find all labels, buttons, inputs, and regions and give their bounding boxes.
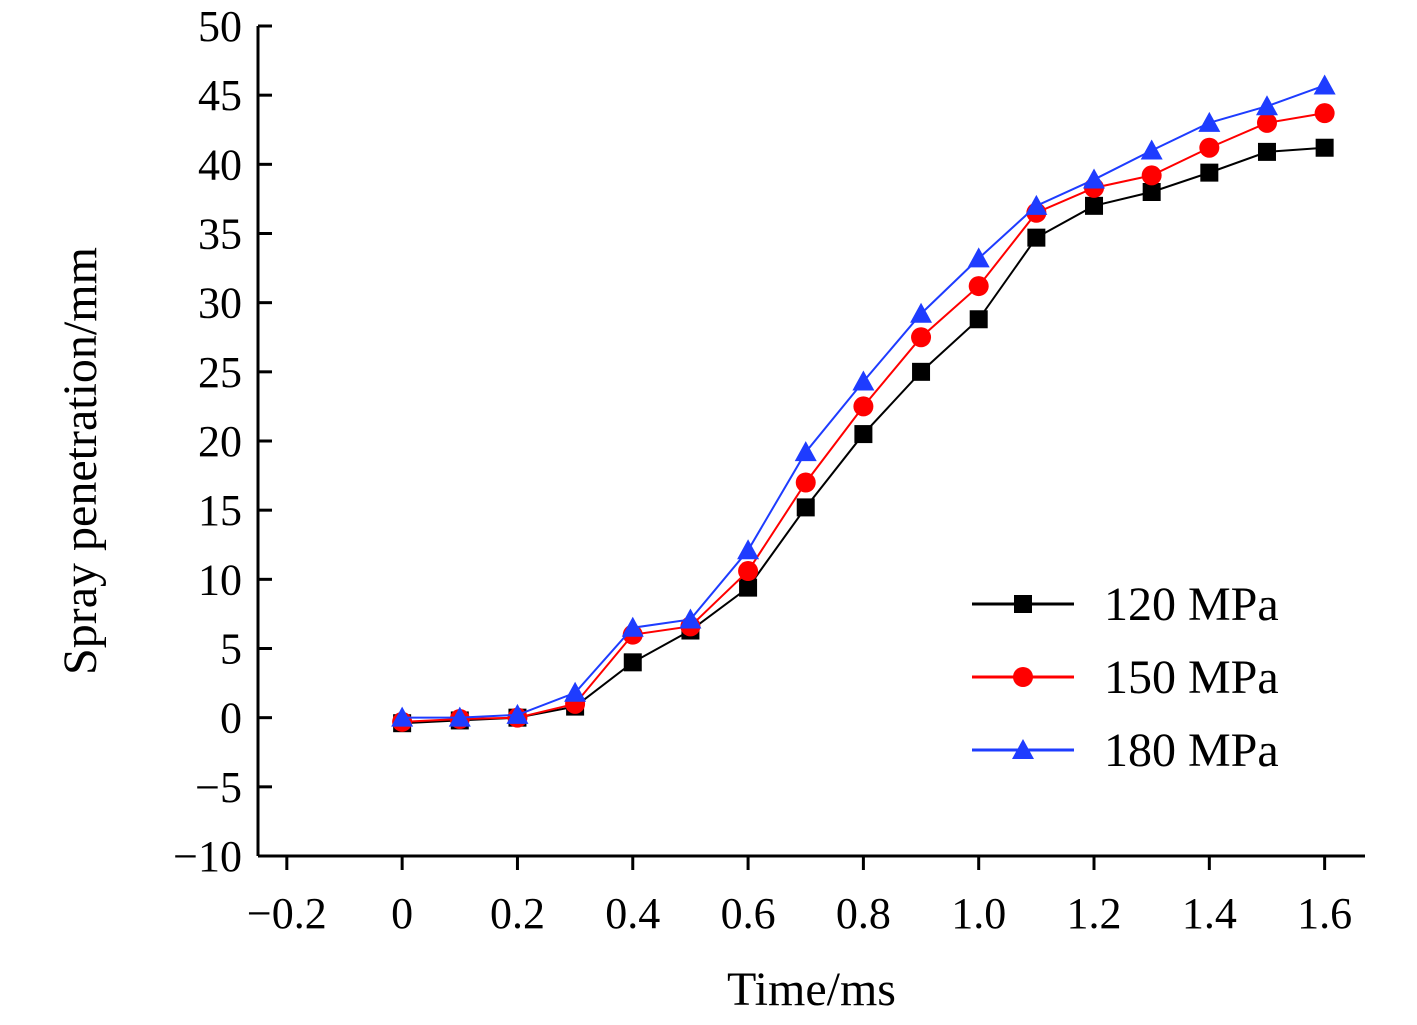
- data-point: [1255, 95, 1278, 116]
- x-tick-label: 0.4: [605, 889, 660, 938]
- y-tick-label: 40: [198, 140, 242, 189]
- series-1: [392, 103, 1335, 732]
- legend-marker: [1014, 595, 1032, 613]
- legend-marker: [1012, 739, 1034, 759]
- data-point: [1257, 142, 1276, 161]
- x-tick-label: 0: [391, 889, 413, 938]
- x-tick-label: 1.0: [951, 889, 1006, 938]
- y-tick-label: 25: [198, 348, 242, 397]
- data-point: [1140, 139, 1163, 160]
- data-point: [912, 362, 931, 381]
- x-axis-ticks: −0.2 0 0.2 0.4 0.6 0.8 1.0 1.2 1.4 1.6: [247, 856, 1352, 938]
- y-tick-label: −5: [195, 763, 242, 812]
- y-tick-label: 45: [198, 71, 242, 120]
- data-point: [796, 498, 815, 517]
- data-point: [737, 539, 760, 560]
- data-point: [795, 472, 816, 493]
- y-tick-label: 35: [198, 210, 242, 259]
- y-tick-label: 15: [198, 486, 242, 535]
- x-tick-label: 1.2: [1067, 889, 1122, 938]
- series-layer: [391, 74, 1336, 733]
- x-tick-label: 0.2: [490, 889, 545, 938]
- data-point: [1142, 183, 1161, 201]
- data-point: [1256, 112, 1277, 133]
- data-point: [794, 441, 817, 462]
- y-tick-label: 10: [198, 555, 242, 604]
- data-point: [910, 302, 933, 323]
- data-point: [1141, 165, 1162, 186]
- data-point: [506, 703, 529, 724]
- legend-item: 120 MPa: [972, 578, 1279, 631]
- legend: 120 MPa 150 MPa 180 MPa: [972, 578, 1279, 777]
- data-point: [623, 653, 642, 672]
- y-tick-label: 50: [198, 2, 242, 51]
- legend-item: 150 MPa: [972, 651, 1279, 704]
- legend-label: 120 MPa: [1104, 578, 1279, 631]
- data-point: [1198, 111, 1221, 132]
- data-point: [1027, 228, 1046, 247]
- data-point: [968, 276, 989, 297]
- data-point: [1315, 138, 1334, 157]
- data-point: [739, 578, 758, 597]
- y-tick-label: 0: [220, 694, 242, 743]
- data-point: [1313, 74, 1336, 95]
- data-point: [738, 561, 759, 582]
- data-point: [621, 616, 644, 637]
- x-axis-title: Time/ms: [727, 963, 896, 1016]
- data-point: [448, 706, 471, 727]
- data-point: [911, 327, 932, 348]
- y-tick-label: 30: [198, 279, 242, 328]
- y-tick-label: −10: [173, 832, 242, 881]
- data-point: [564, 681, 587, 702]
- legend-item: 180 MPa: [972, 724, 1279, 777]
- data-point: [1085, 196, 1104, 215]
- data-point: [854, 425, 873, 444]
- data-point: [853, 396, 874, 417]
- x-tick-label: −0.2: [247, 889, 327, 938]
- y-axis-title: Spray penetration/mm: [54, 247, 107, 675]
- y-axis-ticks: −10 −5 0 5 10 15 20 25 30 35 40 45 50: [173, 2, 272, 881]
- data-point: [852, 370, 875, 391]
- data-point: [967, 247, 990, 268]
- y-tick-label: 20: [198, 417, 242, 466]
- x-tick-label: 0.6: [721, 889, 776, 938]
- data-point: [1200, 163, 1219, 182]
- axes: −0.2 0 0.2 0.4 0.6 0.8 1.0 1.2 1.4 1.6 −10 −5 0 5 10 1…: [173, 2, 1365, 938]
- data-point: [1314, 103, 1335, 124]
- x-tick-label: 1.6: [1297, 889, 1352, 938]
- data-point: [969, 310, 988, 329]
- data-point: [1025, 194, 1048, 215]
- data-point: [1083, 168, 1106, 189]
- data-point: [391, 706, 414, 727]
- data-point: [679, 608, 702, 629]
- legend-label: 180 MPa: [1104, 724, 1279, 777]
- series-2: [391, 74, 1336, 727]
- legend-label: 150 MPa: [1104, 651, 1279, 704]
- y-tick-label: 5: [220, 625, 242, 674]
- x-tick-label: 0.8: [836, 889, 891, 938]
- series-0: [393, 138, 1334, 733]
- legend-marker: [1013, 667, 1033, 687]
- data-point: [1199, 137, 1220, 158]
- x-tick-label: 1.4: [1182, 889, 1237, 938]
